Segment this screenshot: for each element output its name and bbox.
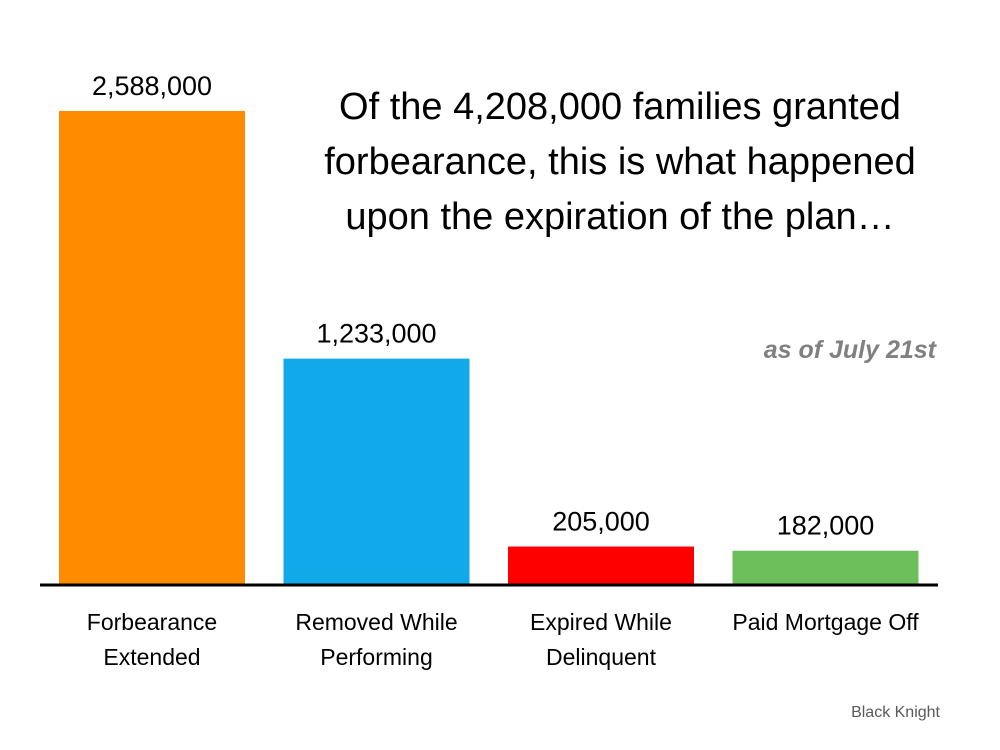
chart-subtitle: as of July 21st	[763, 336, 936, 364]
source-credit: Black Knight	[851, 704, 940, 721]
category-label: Performing	[320, 644, 432, 670]
category-label: Expired While	[530, 609, 672, 635]
bar	[732, 550, 919, 584]
bar-value-label: 2,588,000	[92, 71, 212, 101]
title-line: upon the expiration of the plan…	[345, 196, 895, 238]
category-label: Forbearance	[87, 609, 217, 635]
bar	[283, 358, 470, 584]
bar	[508, 546, 694, 584]
bar	[59, 111, 245, 584]
bar-value-label: 182,000	[777, 511, 875, 541]
bar-value-label: 205,000	[552, 507, 650, 537]
category-label: Removed While	[295, 609, 457, 635]
category-label: Delinquent	[546, 644, 657, 670]
title-line: forbearance, this is what happened	[324, 141, 916, 183]
bar-value-label: 1,233,000	[316, 319, 436, 349]
category-label: Paid Mortgage Off	[732, 609, 919, 635]
title-line: Of the 4,208,000 families granted	[339, 86, 901, 128]
category-label: Extended	[103, 644, 200, 670]
chart-title: Of the 4,208,000 families granted forbea…	[280, 80, 960, 245]
